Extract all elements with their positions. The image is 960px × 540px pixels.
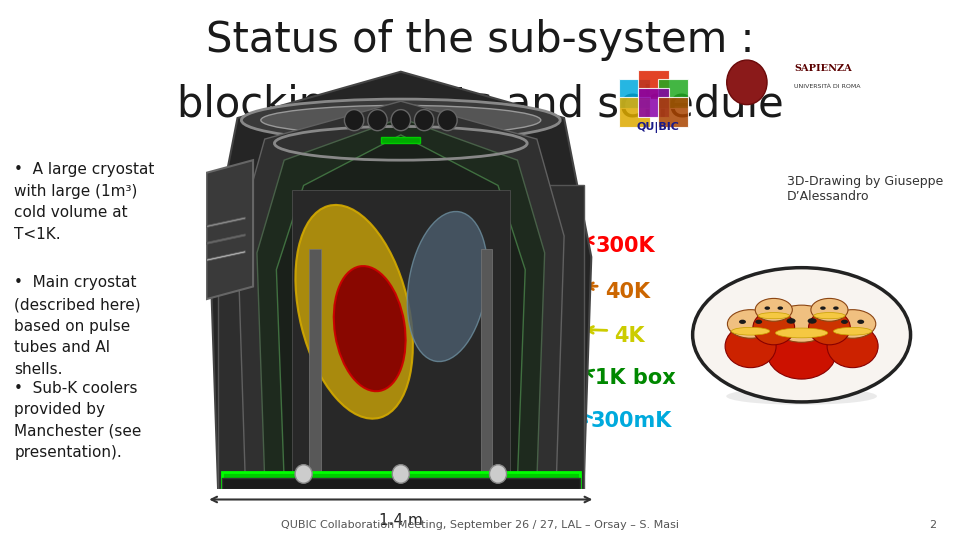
Ellipse shape <box>732 327 770 335</box>
Bar <box>658 79 688 108</box>
Ellipse shape <box>776 328 828 338</box>
Bar <box>638 70 669 99</box>
Text: •  Main cryostat
(described here)
based on pulse
tubes and Al
shells.: • Main cryostat (described here) based o… <box>14 275 141 377</box>
Circle shape <box>415 110 434 131</box>
Polygon shape <box>210 72 591 489</box>
Ellipse shape <box>808 310 851 345</box>
Ellipse shape <box>767 325 836 379</box>
Polygon shape <box>206 234 246 245</box>
Text: 40K: 40K <box>605 281 650 302</box>
Ellipse shape <box>296 205 413 418</box>
Circle shape <box>764 306 770 310</box>
Ellipse shape <box>828 325 878 368</box>
Text: 300mK: 300mK <box>590 411 672 431</box>
Text: blocking points and schedule: blocking points and schedule <box>177 84 783 126</box>
Text: UNIVERSITÀ DI ROMA: UNIVERSITÀ DI ROMA <box>795 84 861 89</box>
Circle shape <box>820 306 826 310</box>
Text: SAPIENZA: SAPIENZA <box>795 64 852 73</box>
Polygon shape <box>276 135 525 480</box>
Polygon shape <box>257 118 544 480</box>
Circle shape <box>490 465 507 483</box>
Circle shape <box>857 320 864 324</box>
Circle shape <box>728 309 774 338</box>
Ellipse shape <box>833 327 872 335</box>
Bar <box>292 190 510 476</box>
Polygon shape <box>381 137 420 143</box>
Ellipse shape <box>261 105 540 135</box>
Circle shape <box>345 110 364 131</box>
Ellipse shape <box>727 60 767 105</box>
Bar <box>218 185 253 489</box>
Bar <box>481 248 492 480</box>
Text: 2: 2 <box>929 520 936 530</box>
Circle shape <box>756 299 792 321</box>
Text: •  Sub-K coolers
provided by
Manchester (see
presentation).: • Sub-K coolers provided by Manchester (… <box>14 381 142 461</box>
Bar <box>619 97 650 126</box>
Ellipse shape <box>727 388 876 405</box>
Circle shape <box>438 110 457 131</box>
Text: 1.4 m: 1.4 m <box>379 513 422 528</box>
Circle shape <box>778 306 783 310</box>
Ellipse shape <box>241 99 561 141</box>
Polygon shape <box>206 251 246 261</box>
Text: 3D-Drawing by Giuseppe
D’Alessandro: 3D-Drawing by Giuseppe D’Alessandro <box>787 176 944 204</box>
Circle shape <box>786 318 796 323</box>
Circle shape <box>833 306 839 310</box>
Circle shape <box>295 465 312 483</box>
Circle shape <box>829 309 876 338</box>
Circle shape <box>692 268 911 402</box>
Bar <box>222 472 580 489</box>
Bar <box>638 88 669 117</box>
Circle shape <box>811 299 848 321</box>
Ellipse shape <box>814 313 845 319</box>
Circle shape <box>841 320 848 324</box>
Bar <box>309 248 321 480</box>
Polygon shape <box>237 101 564 480</box>
Circle shape <box>391 110 411 131</box>
Ellipse shape <box>725 325 776 368</box>
Polygon shape <box>206 217 246 227</box>
Bar <box>222 478 580 489</box>
Ellipse shape <box>753 310 795 345</box>
Bar <box>548 185 584 489</box>
Bar <box>619 79 650 108</box>
Text: QUBIC Collaboration Meeting, September 26 / 27, LAL – Orsay – S. Masi: QUBIC Collaboration Meeting, September 2… <box>281 520 679 530</box>
Text: 4K: 4K <box>614 326 645 346</box>
Text: •  A large cryostat
with large (1m³)
cold volume at
T<1K.: • A large cryostat with large (1m³) cold… <box>14 162 155 242</box>
Text: QU|BIC: QU|BIC <box>636 122 679 133</box>
Ellipse shape <box>407 212 488 362</box>
Circle shape <box>739 320 746 324</box>
Text: 1K box: 1K box <box>595 368 676 388</box>
Text: 300K: 300K <box>595 235 655 256</box>
Bar <box>658 97 688 126</box>
Circle shape <box>756 320 762 324</box>
Circle shape <box>368 110 387 131</box>
Polygon shape <box>206 160 253 299</box>
Circle shape <box>772 305 831 342</box>
Circle shape <box>393 465 409 483</box>
Text: Status of the sub-system :: Status of the sub-system : <box>205 19 755 61</box>
Ellipse shape <box>334 266 406 391</box>
Ellipse shape <box>758 313 789 319</box>
Circle shape <box>807 318 817 323</box>
